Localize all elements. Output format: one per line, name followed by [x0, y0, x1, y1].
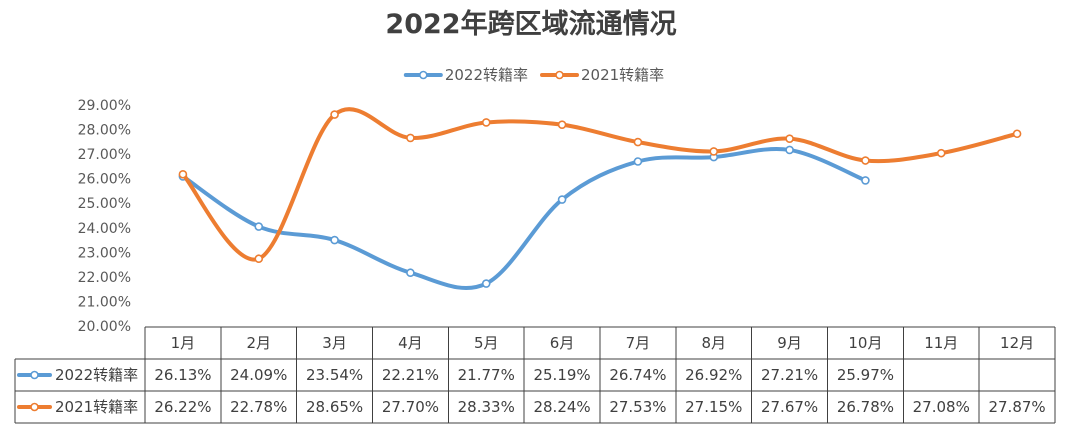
- series-0-value-cell-7: 26.92%: [685, 366, 742, 384]
- series-0-value-cell-6: 26.74%: [609, 366, 666, 384]
- x-tick-label: 12月: [1000, 334, 1034, 352]
- legend-key-marker: [555, 70, 564, 80]
- series-1-value-cell-3: 27.70%: [382, 398, 439, 416]
- series-1-point-10: [936, 148, 946, 158]
- table-row-series-1: 2021转籍率 26.22% 22.78% 28.65% 27.70% 28.33% 28.…: [17, 398, 1046, 416]
- x-tick-label: 3月: [322, 334, 347, 352]
- chart-title: 2022年跨区域流通情况: [385, 8, 676, 40]
- series-1-point-0: [178, 169, 188, 179]
- x-tick-label: 5月: [474, 334, 499, 352]
- series-0-point-2: [330, 235, 339, 245]
- y-tick-label: 22.00%: [78, 270, 131, 286]
- series-1-value-cell-6: 27.53%: [609, 398, 666, 416]
- series-1-point-8: [785, 134, 794, 143]
- series-1-point-3: [406, 133, 415, 143]
- series-1-point-6: [633, 137, 643, 147]
- legend-label: 2022转籍率: [445, 66, 528, 84]
- series-1-value-cell-10: 27.08%: [913, 398, 970, 416]
- series-1-point-2: [330, 110, 339, 119]
- series-0-point-4: [481, 279, 491, 288]
- series-1-value-cell-8: 27.67%: [761, 398, 818, 416]
- series-0-point-5: [557, 195, 567, 204]
- y-tick-label: 24.00%: [78, 221, 131, 237]
- series-1-value-cell-2: 28.65%: [306, 398, 363, 416]
- table-legend-key-marker: [30, 370, 39, 380]
- series-1-point-5: [557, 120, 567, 129]
- x-tick-label: 6月: [550, 334, 575, 352]
- table-legend-key-marker: [30, 402, 39, 412]
- series-0-point-3: [406, 268, 415, 278]
- series-1-value-cell-5: 28.24%: [533, 398, 590, 416]
- x-tick-label: 2月: [246, 334, 271, 352]
- series-0-value-cell-4: 21.77%: [458, 366, 515, 384]
- y-tick-label: 29.00%: [78, 98, 131, 114]
- series-1-value-cell-4: 28.33%: [458, 398, 515, 416]
- series-0-value-cell-1: 24.09%: [230, 366, 287, 384]
- y-tick-label: 21.00%: [78, 294, 131, 310]
- plot-area: [178, 107, 1022, 290]
- series-1-point-1: [254, 254, 264, 264]
- series-1: [178, 107, 1022, 264]
- series-1-value-cell-9: 26.78%: [837, 398, 894, 416]
- series-0-point-9: [861, 176, 870, 185]
- x-tick-label: 7月: [626, 334, 651, 352]
- series-0-point-8: [785, 145, 794, 155]
- legend-item-1: 2021转籍率: [540, 66, 664, 84]
- table-row-label: 2021转籍率: [55, 398, 138, 416]
- legend-item-0: 2022转籍率: [403, 66, 528, 84]
- series-0-point-1: [254, 222, 264, 231]
- series-0-value-cell-5: 25.19%: [533, 366, 590, 384]
- series-0-value-cell-3: 22.21%: [382, 366, 439, 384]
- x-tick-label: 11月: [924, 334, 958, 352]
- y-tick-label: 25.00%: [78, 196, 131, 212]
- series-1-value-cell-1: 22.78%: [230, 398, 287, 416]
- legend-label: 2021转籍率: [581, 66, 664, 84]
- series-1-value-cell-0: 26.22%: [154, 398, 211, 416]
- x-tick-label: 1月: [171, 334, 196, 352]
- legend-key-marker: [419, 70, 428, 80]
- y-tick-label: 26.00%: [78, 172, 131, 188]
- x-tick-label: 8月: [701, 334, 726, 352]
- x-tick-label: 10月: [848, 334, 882, 352]
- x-tick-label: 4月: [398, 334, 423, 352]
- table-row-series-0: 2022转籍率 26.13% 24.09% 23.54% 22.21% 21.77% 25.…: [17, 366, 894, 384]
- x-tick-label: 9月: [777, 334, 802, 352]
- series-0-value-cell-2: 23.54%: [306, 366, 363, 384]
- y-tick-label: 23.00%: [78, 245, 131, 261]
- y-tick-label: 20.00%: [78, 319, 131, 335]
- series-1-value-cell-11: 27.87%: [988, 398, 1045, 416]
- series-0-line: [180, 147, 868, 290]
- series-1-value-cell-7: 27.15%: [685, 398, 742, 416]
- series-0-point-6: [633, 157, 643, 166]
- y-tick-label: 27.00%: [78, 147, 131, 163]
- series-1-point-7: [709, 147, 719, 156]
- y-axis: 20.00% 21.00% 22.00% 23.00% 24.00% 25.00% 26.0…: [78, 98, 131, 335]
- table-row-label: 2022转籍率: [55, 366, 138, 384]
- series-0-value-cell-9: 25.97%: [837, 366, 894, 384]
- series-1-point-9: [861, 156, 870, 165]
- data-table: 1月 2月 3月 4月 5月 6月 7月 8月 9月 10月 11月 12月 2022转籍率 26.13%…: [14, 326, 1056, 424]
- series-0-value-cell-0: 26.13%: [154, 366, 211, 384]
- series-1-point-4: [481, 118, 491, 127]
- y-tick-label: 28.00%: [78, 123, 131, 139]
- legend: 2022转籍率 2021转籍率: [403, 66, 664, 84]
- series-0-value-cell-8: 27.21%: [761, 366, 818, 384]
- series-1-point-11: [1012, 129, 1022, 139]
